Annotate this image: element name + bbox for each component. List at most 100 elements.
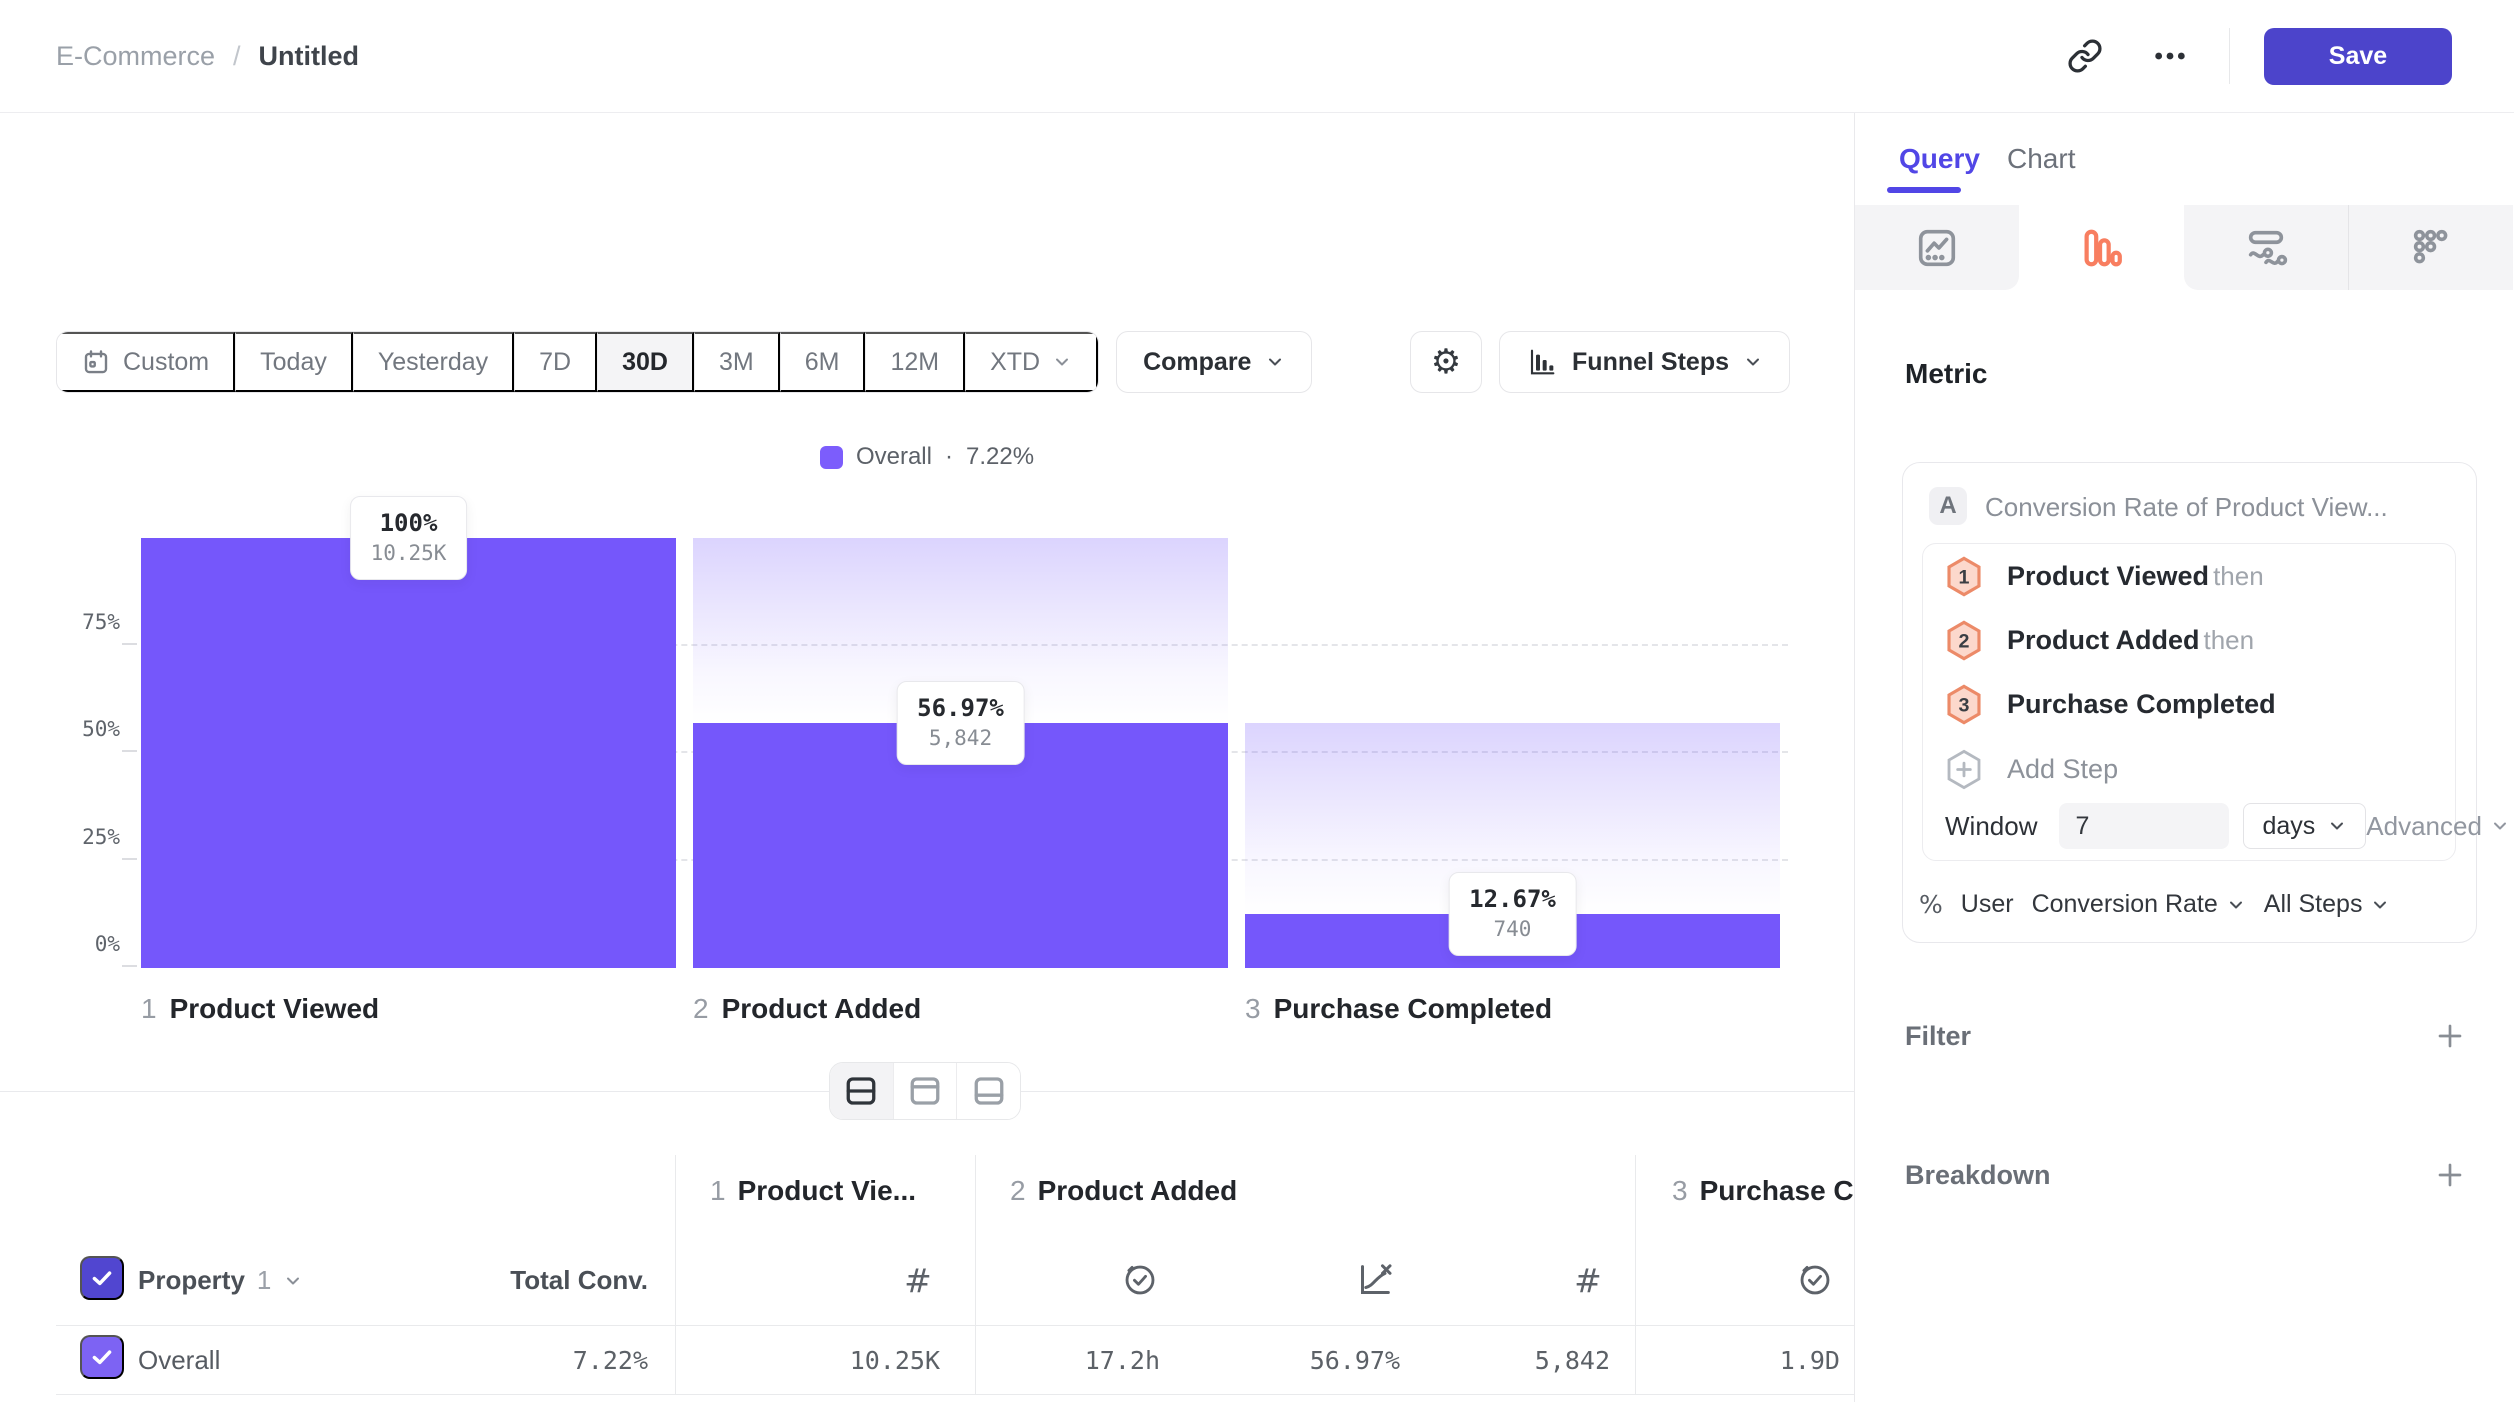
column-separator [675,1155,676,1394]
bar-pct-label: 12.67% [1469,884,1556,913]
step-hexagon-badge: 1 [1945,556,1983,597]
entity-select[interactable]: User [1960,890,2014,918]
add-hexagon-icon [1945,749,1983,790]
range-custom-button[interactable]: Custom [57,332,236,392]
layout-table-only-button[interactable] [956,1063,1020,1119]
step-row-2[interactable]: 2 Product Added then [1945,620,2254,661]
breadcrumb-separator: / [233,40,241,71]
group-label: Purchase Completed [1699,1175,1854,1206]
chart-toolbar: Custom Today Yesterday 7D 30D 3M 6M 12M … [56,331,1790,393]
metric-title[interactable]: Conversion Rate of Product View... [1985,492,2388,522]
active-tab-underline [1887,187,1961,193]
metric-section-heading: Metric [1905,358,1988,389]
advanced-toggle[interactable]: Advanced [2366,811,2510,842]
property-column-header[interactable]: Property 1 [138,1265,303,1296]
bar-count-label: 5,842 [928,726,993,751]
range-xtd-label: XTD [990,347,1041,376]
legend-series-label: Overall [855,443,932,470]
scope-select[interactable]: All Steps [2264,890,2391,919]
range-6m-button[interactable]: 6M [779,332,866,392]
measure-select[interactable]: Conversion Rate [2032,890,2246,919]
tab-line-chart[interactable] [1855,205,2020,290]
toolbar-spacer [1329,331,1393,393]
step-row-1[interactable]: 1 Product Viewed then [1945,556,2264,597]
y-axis-tick-label: 25% [82,824,120,849]
chevron-down-icon [1052,352,1072,372]
save-button[interactable]: Save [2264,27,2452,85]
breadcrumb-parent[interactable]: E-Commerce [56,40,216,71]
tab-grid[interactable] [2347,205,2513,290]
legend-value: 7.22% [965,443,1035,470]
breakdown-label: Breakdown [1905,1159,2051,1190]
panel-top-icon [907,1073,943,1109]
gridline-75 [141,643,1788,646]
funnel-bar-step-2[interactable]: 56.97% 5,842 [693,538,1228,968]
funnel-bar-step-1[interactable]: 100% 10.25K [141,496,676,968]
range-today-button[interactable]: Today [235,332,353,392]
window-unit-select[interactable]: days [2243,803,2367,849]
line-chart-icon [1914,225,1960,271]
more-menu-button[interactable] [2145,31,2195,81]
window-label: Window [1945,810,2038,841]
avg-time-column-icon [1793,1260,1837,1300]
compare-label: Compare [1143,347,1252,376]
table-group-step-1: 1 Product Vie... [710,1175,916,1207]
table-group-step-2: 2 Product Added [1010,1175,1237,1207]
table-value: 17.2h [1084,1346,1160,1375]
bar-value-label: 12.67% 740 [1448,871,1577,956]
step-name: Product Viewed [169,993,380,1024]
step-number: 2 [693,993,709,1024]
layout-toggle [829,1062,1021,1120]
tab-query[interactable]: Query [1899,143,1980,174]
range-12m-button[interactable]: 12M [865,332,966,392]
layout-split-button[interactable] [830,1063,893,1119]
x-axis-step-label: 3 Purchase Completed [1245,993,1552,1025]
bar-pct-label: 56.97% [917,694,1004,723]
add-step-label: Add Step [2007,754,2119,784]
tab-flows[interactable] [2183,205,2348,290]
row-checkbox[interactable] [80,1335,124,1379]
range-custom-label: Custom [123,347,210,376]
chart-settings-button[interactable]: ⚙ [1410,331,1483,393]
table-value: 5,842 [1534,1346,1610,1375]
chevron-down-icon [283,1271,303,1291]
top-bar: E-Commerce / Untitled [0,0,2514,113]
y-axis-tickmark [122,750,137,752]
filter-section: Filter [1905,1008,2466,1064]
step-row-3[interactable]: 3 Purchase Completed [1945,684,2280,725]
measure-label: Conversion Rate [2031,890,2218,918]
add-filter-button[interactable] [2434,1020,2466,1052]
layout-chart-only-button[interactable] [892,1063,957,1119]
topbar-divider [2229,28,2230,84]
select-all-checkbox[interactable] [80,1256,124,1300]
add-step-button[interactable]: Add Step [1945,749,2118,790]
legend-item[interactable]: Overall · 7.22% [0,443,1854,471]
measurement-row: % User Conversion Rate All Steps [1919,890,2390,919]
range-7d-button[interactable]: 7D [514,332,598,392]
chevron-down-icon [2327,816,2347,836]
funnel-icon [2078,225,2124,271]
panel-tabs: Query Chart [1855,113,2513,205]
chevron-down-icon [1265,352,1285,372]
window-value-input[interactable] [2059,803,2230,849]
tab-chart[interactable]: Chart [2007,143,2076,174]
add-breakdown-button[interactable] [2434,1159,2466,1191]
funnel-bar-step-3[interactable]: 12.67% 740 [1245,538,1780,968]
window-unit-label: days [2262,811,2316,840]
bar-count-label: 10.25K [370,541,447,565]
x-axis-step-label: 2 Product Added [693,993,921,1025]
range-3m-button[interactable]: 3M [693,332,780,392]
chevron-down-icon [2226,895,2246,915]
total-conv-column-header: Total Conv. [510,1265,648,1295]
range-xtd-button[interactable]: XTD [965,332,1099,392]
range-yesterday-button[interactable]: Yesterday [352,332,515,392]
compare-button[interactable]: Compare [1116,331,1313,393]
range-30d-button[interactable]: 30D [597,332,694,392]
y-axis-tick-label: 0% [94,932,120,956]
tab-funnel[interactable] [2019,205,2184,290]
copy-link-button[interactable] [2059,30,2111,82]
count-column-icon: # [904,1260,932,1300]
table-value: 1.9D [1779,1346,1840,1375]
chart-type-button[interactable]: Funnel Steps [1499,331,1790,393]
